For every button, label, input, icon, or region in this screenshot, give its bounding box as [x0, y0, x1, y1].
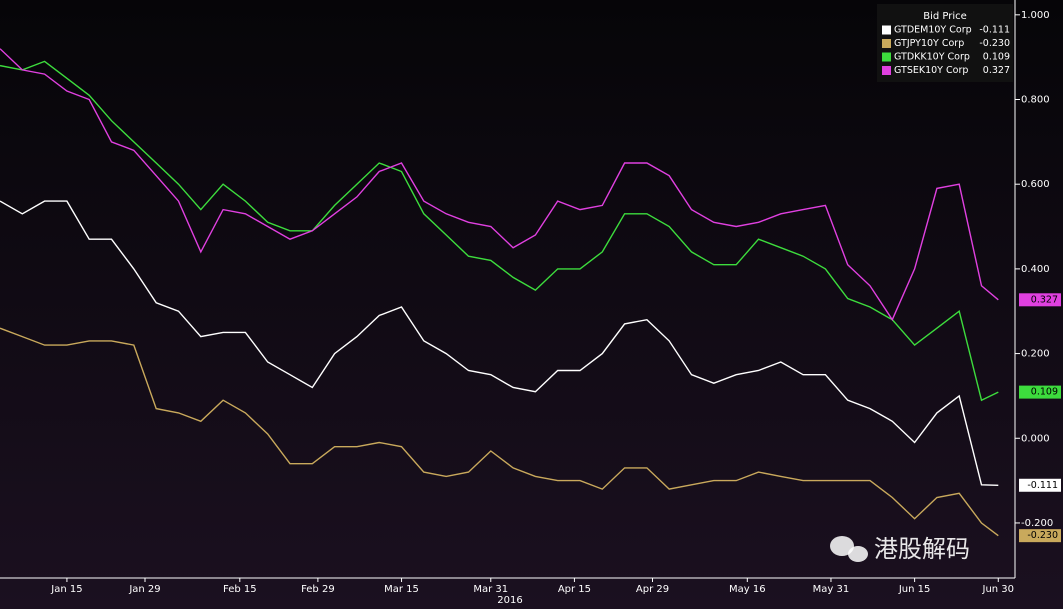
x-tick-label: Apr 29: [636, 584, 669, 595]
x-tick-label: May 31: [813, 584, 850, 595]
value-tag-label: 0.327: [1031, 294, 1058, 305]
legend-value: -0.111: [979, 25, 1010, 36]
x-tick-label: Mar 31: [473, 584, 508, 595]
x-tick-label: Jun 15: [898, 584, 931, 595]
y-tick-label: 0.600: [1021, 179, 1050, 190]
legend-label: GTJPY10Y Corp: [894, 38, 964, 49]
series-line: [0, 48, 999, 322]
legend-value: 0.109: [983, 52, 1010, 63]
legend-label: GTSEK10Y Corp: [894, 65, 968, 76]
y-tick-label: 0.400: [1021, 264, 1050, 275]
legend-swatch: [882, 52, 891, 62]
value-tag-label: -0.230: [1027, 530, 1058, 541]
legend-value: -0.230: [979, 38, 1010, 49]
x-tick-label: Jan 29: [128, 584, 160, 595]
y-tick-label: 1.000: [1021, 10, 1050, 21]
value-tag-label: -0.111: [1027, 480, 1058, 491]
y-tick-label: 0.200: [1021, 349, 1050, 360]
x-tick-label: Feb 15: [223, 584, 257, 595]
x-tick-label: May 16: [729, 584, 766, 595]
legend-swatch: [882, 39, 891, 48]
legend-label: GTDEM10Y Corp: [894, 25, 972, 36]
value-tag: [1019, 529, 1061, 543]
x-tick-label: Apr 15: [558, 584, 591, 595]
y-tick-label: -0.200: [1021, 518, 1053, 529]
value-tag: [1019, 385, 1061, 399]
legend-box: [877, 4, 1013, 82]
y-tick-label: 0.800: [1021, 95, 1050, 106]
x-tick-label: Feb 29: [301, 584, 335, 595]
series-line: [0, 200, 999, 486]
value-tag: [1019, 293, 1061, 307]
x-tick-label: Jan 15: [50, 584, 82, 595]
watermark-icon: [830, 536, 854, 556]
y-tick-label: 0.000: [1021, 433, 1050, 444]
legend-swatch: [882, 66, 891, 75]
x-tick-label: Mar 15: [384, 584, 419, 595]
series-line: [0, 60, 999, 402]
x-tick-label: Jun 30: [982, 584, 1015, 595]
value-tag: [1019, 478, 1061, 492]
legend-label: GTDKK10Y Corp: [894, 52, 970, 63]
series-line: [0, 327, 999, 537]
value-tag-label: 0.109: [1031, 387, 1058, 398]
watermark-text: 港股解码: [874, 535, 970, 563]
x-axis-year: 2016: [497, 595, 522, 606]
watermark: 港股解码: [830, 535, 970, 563]
legend-title: Bid Price: [923, 11, 967, 22]
legend-value: 0.327: [983, 65, 1010, 76]
watermark-icon: [848, 546, 868, 562]
legend-swatch: [882, 25, 891, 35]
